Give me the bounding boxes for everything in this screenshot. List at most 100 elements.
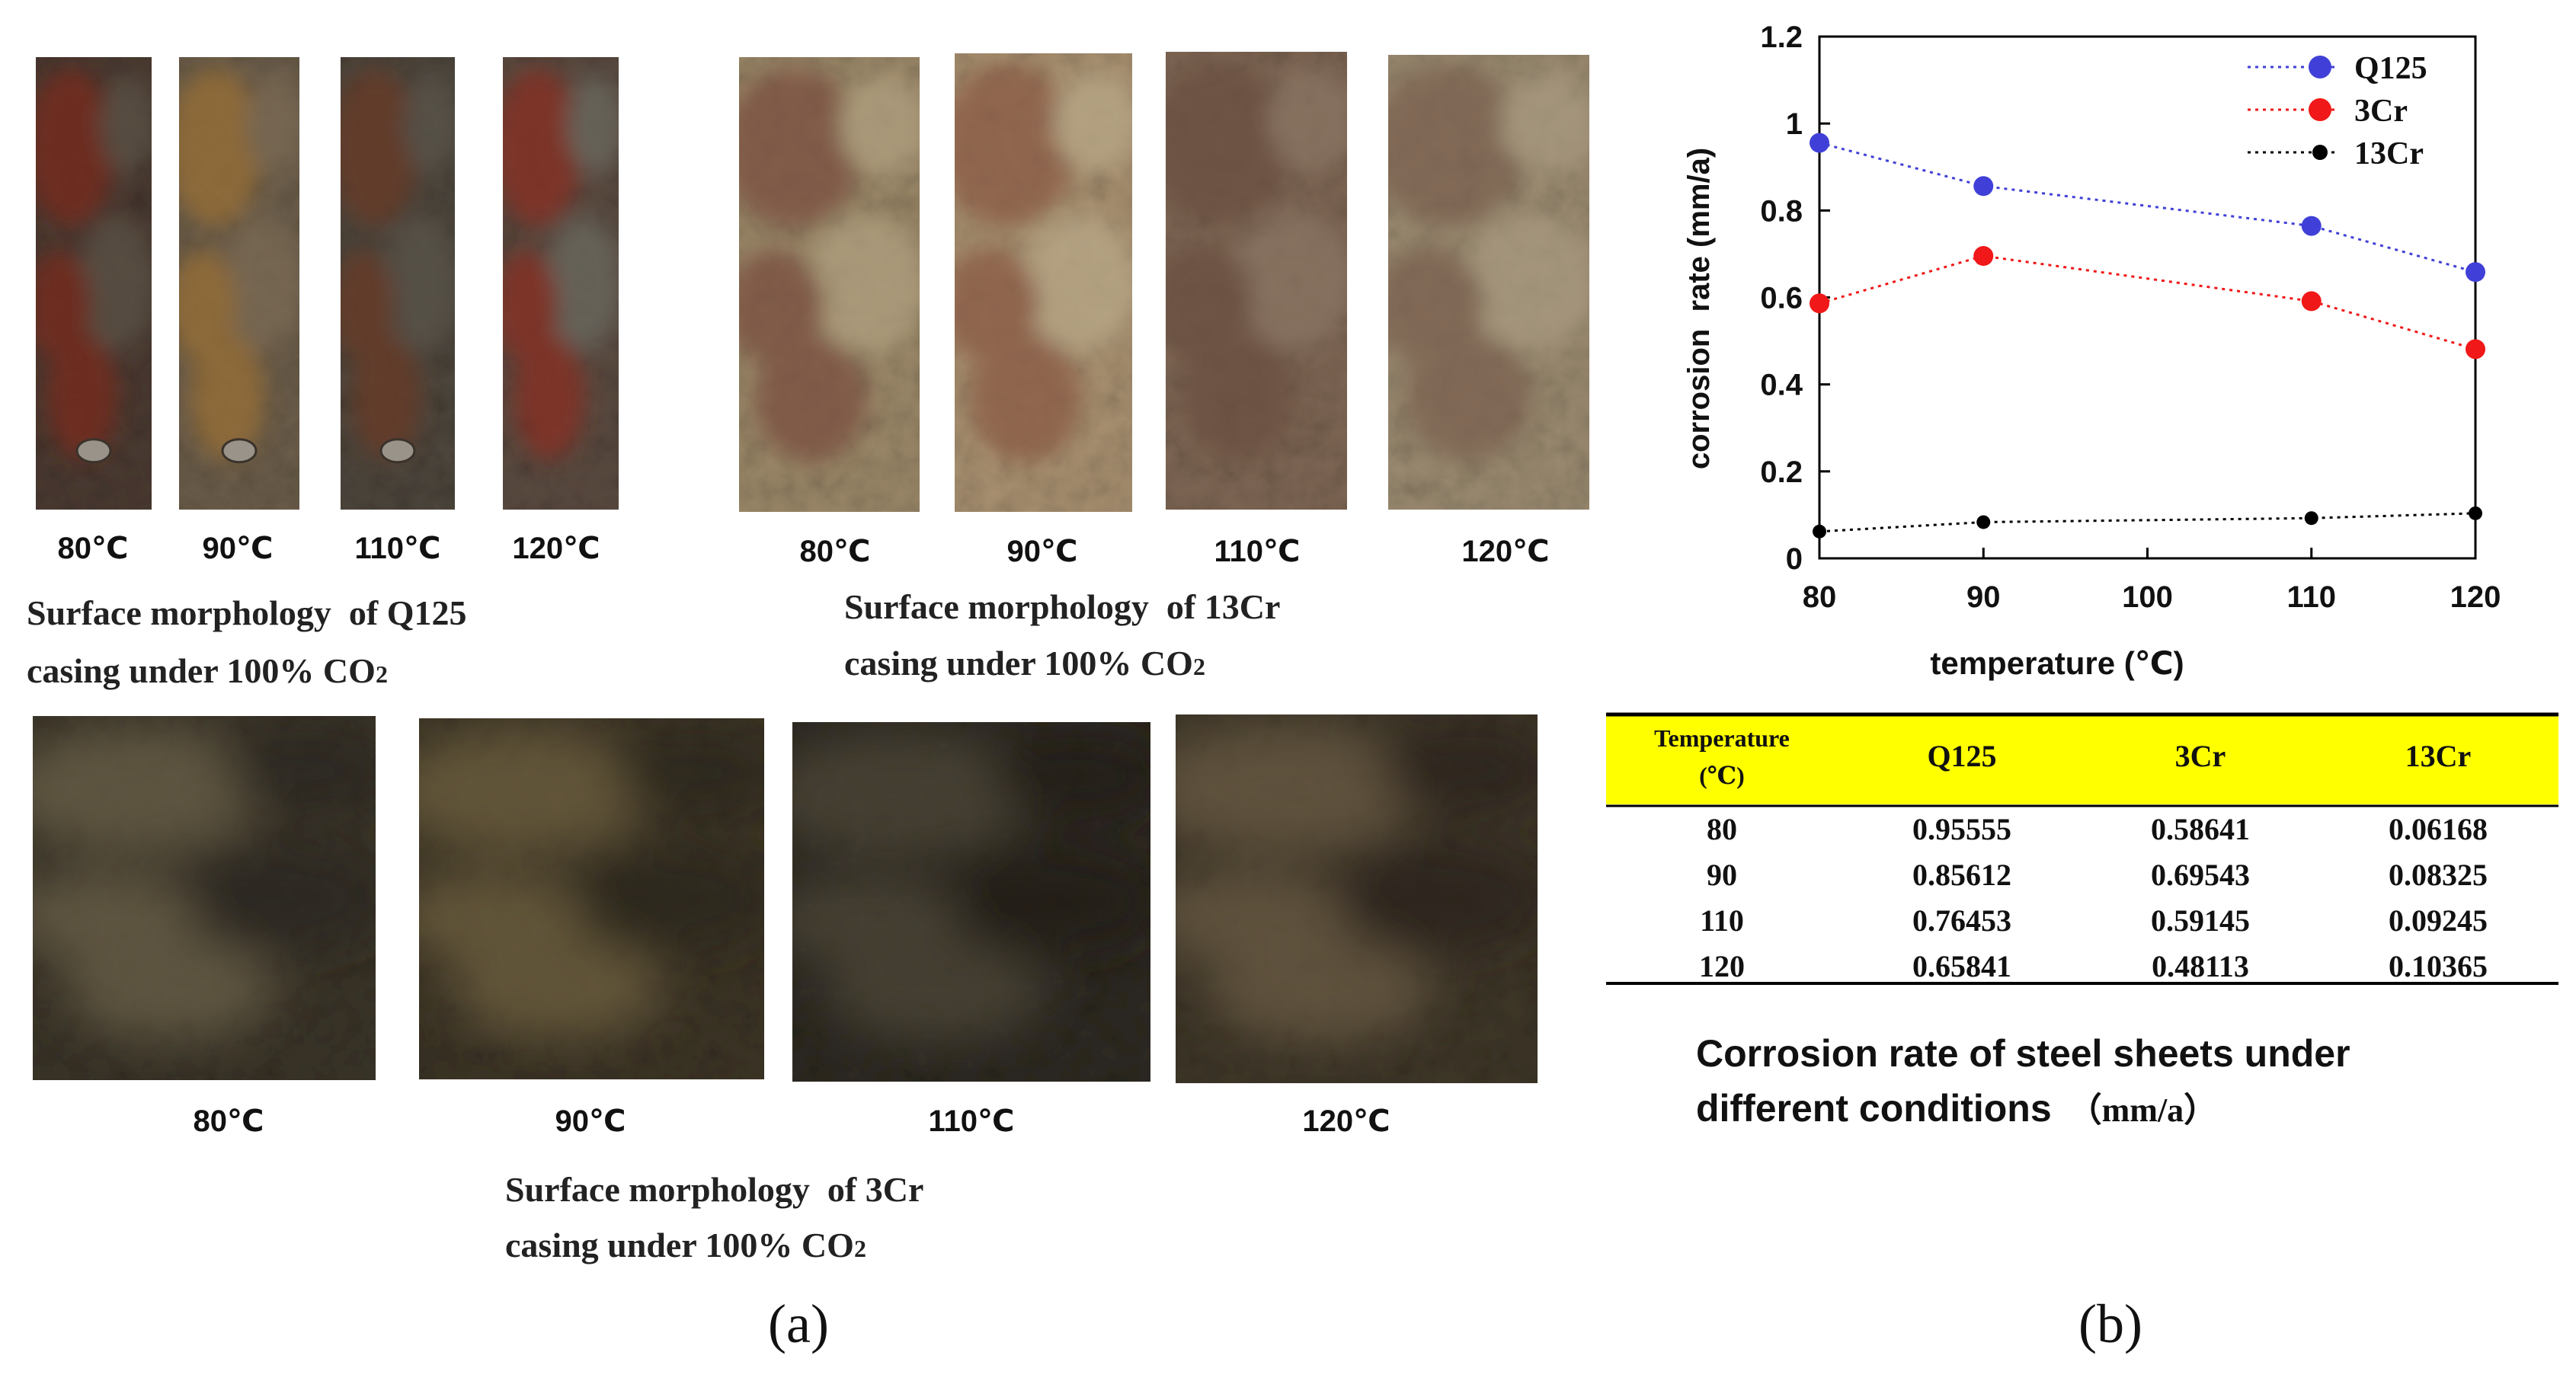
cr13-sample-photo bbox=[739, 57, 920, 512]
table-header-13cr: 13Cr bbox=[2405, 739, 2472, 773]
data-point-3cr bbox=[1810, 293, 1829, 314]
q125-temp-label: 120℃ bbox=[512, 532, 600, 565]
table-cell-value: 0.59145 bbox=[2151, 903, 2250, 938]
data-point-13cr bbox=[1976, 515, 1991, 529]
cr3-temp-label: 120℃ bbox=[1302, 1104, 1390, 1138]
q125-temperature-labels: 80℃ 90℃ 110℃ 120℃ bbox=[58, 532, 600, 565]
q125-caption-line1: Surface morphology of Q125 bbox=[27, 593, 467, 632]
cr3-caption-line1: Surface morphology of 3Cr bbox=[505, 1170, 923, 1209]
table-cell-value: 0.95555 bbox=[1912, 812, 2011, 846]
panel-a: 80℃ 90℃ 110℃ 120℃ Surface morphology of … bbox=[27, 52, 1589, 1354]
table-cell-value: 0.76453 bbox=[1912, 903, 2011, 938]
y-tick-label: 0.2 bbox=[1760, 456, 1803, 489]
cr3-sample-photo bbox=[792, 722, 1150, 1082]
table-cell-value: 0.10365 bbox=[2389, 949, 2488, 983]
panel-b: 0 0.2 0.4 0.6 0.8 1 1.2 80 90 100 110 120 temperat… bbox=[1606, 21, 2558, 1354]
y-tick-label: 0.6 bbox=[1760, 282, 1803, 315]
data-point-q125 bbox=[1973, 176, 1994, 197]
cr3-sample-photo bbox=[419, 718, 764, 1079]
cr13-caption-line2: casing under 100% CO2 bbox=[844, 644, 1205, 683]
cr3-caption: Surface morphology of 3Cr casing under 1… bbox=[505, 1170, 923, 1264]
data-point-13cr bbox=[1813, 524, 1826, 539]
cr13-sample-photo bbox=[1388, 55, 1589, 510]
cr13-temp-label: 110℃ bbox=[1214, 535, 1301, 568]
chart-y-axis-title: corrosion rate (mm/a) bbox=[1682, 148, 1716, 469]
cr13-temperature-labels: 80℃ 90℃ 110℃ 120℃ bbox=[800, 535, 1550, 568]
table-cell-value: 0.06168 bbox=[2389, 812, 2488, 846]
chart-x-axis: 80 90 100 110 120 bbox=[1803, 548, 2501, 614]
x-tick-label: 110 bbox=[2286, 580, 2336, 614]
table-cell-temperature: 90 bbox=[1707, 858, 1737, 892]
table-header-temperature-unit: (℃) bbox=[1699, 762, 1745, 789]
table-cell-temperature: 120 bbox=[1699, 949, 1745, 983]
mounting-hole bbox=[221, 438, 258, 464]
data-point-3cr bbox=[2301, 291, 2322, 312]
table-cell-value: 0.09245 bbox=[2389, 903, 2488, 938]
x-tick-label: 120 bbox=[2450, 580, 2501, 614]
series-line-q125 bbox=[1819, 142, 2476, 273]
data-point-q125 bbox=[2301, 216, 2322, 236]
cr3-sample-photos bbox=[33, 714, 1538, 1083]
q125-sample-photos bbox=[36, 57, 619, 510]
cr3-sample-photo bbox=[33, 716, 376, 1080]
mounting-hole bbox=[75, 438, 112, 464]
y-tick-label: 1.2 bbox=[1760, 21, 1803, 54]
q125-temp-label: 110℃ bbox=[355, 532, 441, 565]
table-cell-value: 0.58641 bbox=[2151, 812, 2250, 846]
data-point-3cr bbox=[1973, 246, 1994, 267]
x-tick-label: 90 bbox=[1966, 580, 2001, 614]
chart-y-axis: 0 0.2 0.4 0.6 0.8 1 1.2 bbox=[1760, 21, 1830, 576]
y-tick-label: 0.4 bbox=[1760, 369, 1803, 402]
q125-sample-photo bbox=[341, 57, 455, 510]
cr13-temp-label: 90℃ bbox=[1007, 535, 1078, 568]
table-cell-value: 0.48113 bbox=[2152, 949, 2249, 983]
q125-temp-label: 80℃ bbox=[58, 532, 129, 565]
mounting-hole bbox=[379, 438, 416, 464]
cr13-sample-photos bbox=[739, 52, 1589, 512]
cr3-temp-label: 110℃ bbox=[929, 1104, 1015, 1138]
table-cell-temperature: 110 bbox=[1700, 903, 1744, 938]
cr13-caption-line1: Surface morphology of 13Cr bbox=[844, 587, 1280, 626]
cr3-temp-label: 90℃ bbox=[555, 1104, 626, 1138]
series-line-13cr bbox=[1819, 512, 2476, 533]
data-point-3cr bbox=[2466, 339, 2485, 360]
series-line-3cr bbox=[1819, 254, 2476, 350]
cr13-sample-photo bbox=[955, 53, 1132, 512]
table-cell-value: 0.69543 bbox=[2151, 858, 2250, 892]
q125-sample-photo bbox=[179, 57, 299, 510]
data-point-q125 bbox=[2466, 262, 2485, 283]
panel-b-label: (b) bbox=[2078, 1293, 2142, 1354]
x-tick-label: 100 bbox=[2122, 580, 2173, 614]
table-body: 80 0.95555 0.58641 0.06168 90 0.85612 0.69543 0… bbox=[1699, 812, 2488, 983]
table-cell-value: 0.85612 bbox=[1912, 858, 2011, 892]
table-cell-value: 0.65841 bbox=[1912, 949, 2011, 983]
q125-caption-line2: casing under 100% CO2 bbox=[27, 651, 388, 690]
legend-label: 3Cr bbox=[2354, 94, 2408, 129]
x-tick-label: 80 bbox=[1803, 580, 1837, 614]
table-header-3cr: 3Cr bbox=[2175, 739, 2226, 773]
table-header-q125: Q125 bbox=[1927, 739, 1996, 773]
data-point-13cr bbox=[2304, 511, 2318, 526]
cr13-temp-label: 80℃ bbox=[800, 535, 871, 568]
q125-temp-label: 90℃ bbox=[203, 532, 274, 565]
legend-label: 13Cr bbox=[2354, 136, 2424, 171]
table-cell-value: 0.08325 bbox=[2389, 858, 2488, 892]
cr13-sample-photo bbox=[1166, 52, 1347, 510]
y-tick-label: 0.8 bbox=[1760, 194, 1803, 228]
y-tick-label: 0 bbox=[1786, 542, 1803, 576]
data-point-q125 bbox=[1810, 133, 1829, 153]
legend-label: Q125 bbox=[2354, 51, 2427, 86]
cr3-temp-label: 80℃ bbox=[194, 1104, 264, 1138]
table-header-background bbox=[1606, 716, 2558, 804]
panel-b-caption: Corrosion rate of steel sheets under dif… bbox=[1696, 1032, 2350, 1130]
q125-caption: Surface morphology of Q125 casing under … bbox=[27, 593, 467, 690]
corrosion-table: Temperature (℃) Q125 3Cr 13Cr 80 0.95555 0… bbox=[1606, 712, 2558, 985]
data-point-13cr bbox=[2469, 506, 2482, 520]
panel-b-caption-line2: different conditions （mm/a） bbox=[1696, 1087, 2217, 1130]
table-header-temperature: Temperature bbox=[1654, 724, 1790, 752]
cr3-temperature-labels: 80℃ 90℃ 110℃ 120℃ bbox=[194, 1104, 1390, 1138]
q125-sample-photo bbox=[503, 57, 619, 510]
cr3-sample-photo bbox=[1176, 714, 1538, 1083]
chart-legend: Q125 3Cr 13Cr bbox=[2248, 51, 2427, 171]
